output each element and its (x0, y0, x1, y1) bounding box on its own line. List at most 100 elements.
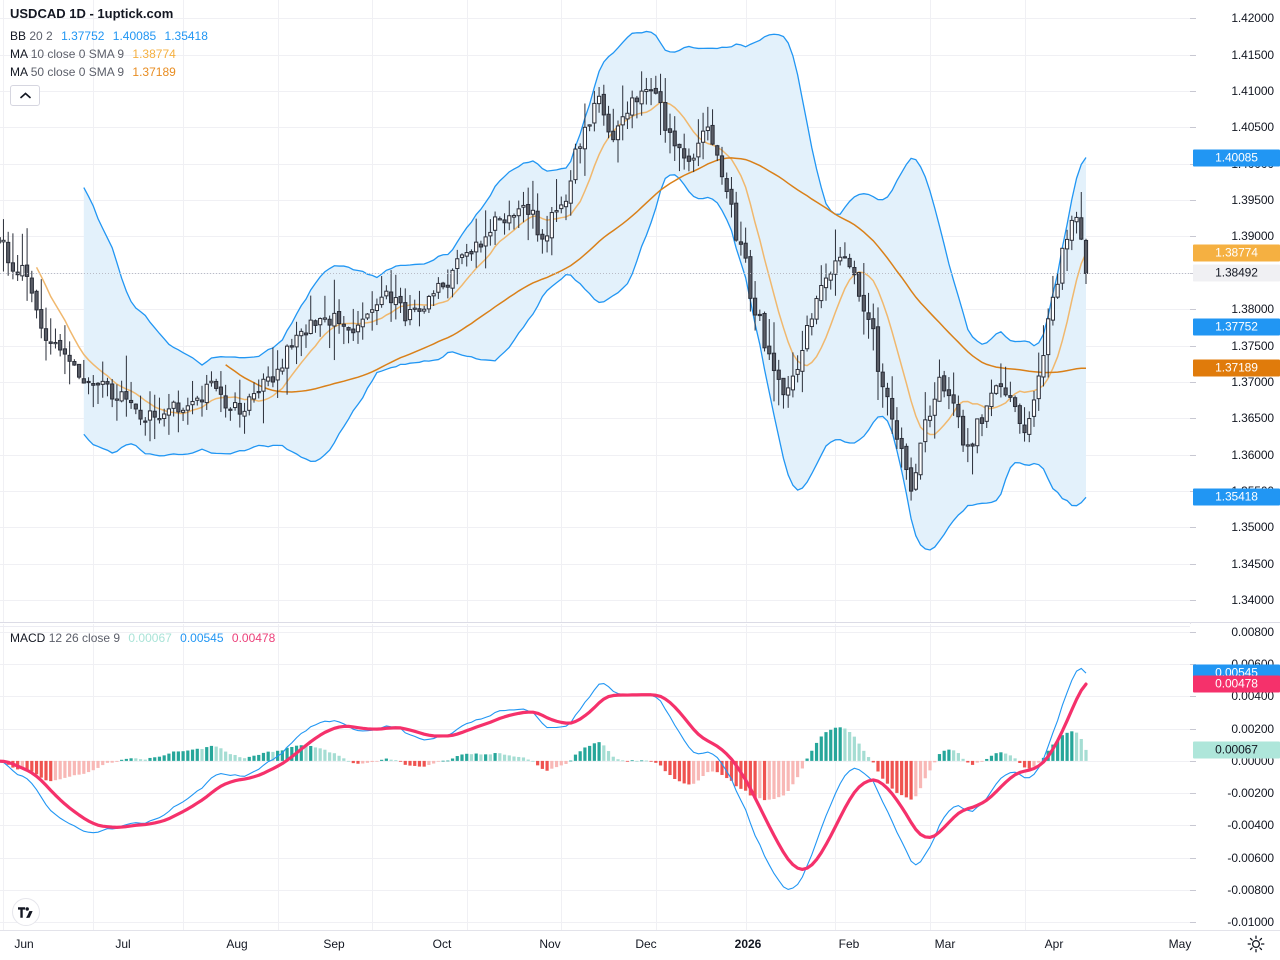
ma50-params: 50 close 0 SMA 9 (30, 65, 125, 79)
price-chart-svg (0, 0, 1190, 622)
time-axis-label: Jun (14, 937, 34, 951)
axis-tick-mark (1190, 55, 1196, 56)
ma10-label: MA (10, 47, 28, 61)
axis-tick-mark (1190, 455, 1196, 456)
macd-chart-svg (0, 624, 1190, 930)
axis-tick-mark (1190, 664, 1196, 665)
axis-tick-label: 1.36000 (1231, 447, 1274, 462)
ma50-value: 1.37189 (132, 65, 176, 79)
axis-price-badge[interactable]: 1.37189 (1193, 359, 1280, 377)
axis-tick-mark (1190, 200, 1196, 201)
axis-tick-mark (1190, 858, 1196, 859)
legend-macd[interactable]: MACD 12 26 close 9 0.00067 0.00545 0.004… (10, 630, 275, 647)
axis-tick-mark (1190, 564, 1196, 565)
ma10-params: 10 close 0 SMA 9 (30, 47, 125, 61)
axis-tick-mark (1190, 890, 1196, 891)
axis-tick-mark (1190, 309, 1196, 310)
tradingview-logo-icon (17, 906, 33, 918)
axis-price-badge[interactable]: 1.38774 (1193, 244, 1280, 262)
bb-label: BB (10, 29, 27, 43)
macd-value-histogram: 0.00067 (128, 631, 172, 645)
axis-tick-mark (1190, 922, 1196, 923)
axis-tick-label: 1.40500 (1231, 120, 1274, 135)
time-axis-label: Nov (539, 937, 561, 951)
axis-tick-mark (1190, 729, 1196, 730)
time-axis-label: Oct (432, 937, 452, 951)
axis-tick-mark (1190, 418, 1196, 419)
axis-price-badge[interactable]: 1.35418 (1193, 488, 1280, 506)
time-axis-separator (0, 930, 1280, 931)
price-chart-pane[interactable] (0, 0, 1190, 622)
axis-tick-mark (1190, 127, 1196, 128)
time-axis-label: May (1168, 937, 1192, 951)
axis-tick-label: 1.39000 (1231, 229, 1274, 244)
axis-tick-label: 1.34000 (1231, 593, 1274, 608)
time-axis-label: Jul (115, 937, 131, 951)
macd-legend: MACD 12 26 close 9 0.00067 0.00545 0.004… (10, 630, 275, 648)
axis-tick-mark (1190, 346, 1196, 347)
macd-label: MACD (10, 631, 46, 645)
axis-tick-mark (1190, 632, 1196, 633)
bb-value-lower: 1.35418 (164, 29, 208, 43)
bb-params: 20 2 (29, 29, 53, 43)
ma50-label: MA (10, 65, 28, 79)
axis-tick-label: 0.00200 (1231, 721, 1274, 736)
axis-tick-label: -0.01000 (1227, 914, 1274, 929)
axis-price-badge[interactable]: 1.40085 (1193, 149, 1280, 166)
axis-tick-mark (1190, 761, 1196, 762)
axis-tick-label: -0.00200 (1227, 786, 1274, 801)
macd-chart-pane[interactable] (0, 624, 1190, 930)
time-axis-label: Feb (838, 937, 860, 951)
axis-tick-mark (1190, 825, 1196, 826)
axis-tick-label: 1.41000 (1231, 83, 1274, 98)
time-axis[interactable]: Jun Jul Aug Sep Oct Nov Dec 2026 Feb Mar Apr May (0, 931, 1280, 960)
axis-tick-label: 1.36500 (1231, 411, 1274, 426)
axis-tick-mark (1190, 18, 1196, 19)
axis-tick-label: -0.00600 (1227, 850, 1274, 865)
axis-tick-mark (1190, 696, 1196, 697)
axis-tick-mark (1190, 236, 1196, 237)
axis-tick-label: 1.42000 (1231, 11, 1274, 26)
axis-tick-mark (1190, 793, 1196, 794)
axis-tick-label: -0.00400 (1227, 818, 1274, 833)
axis-tick-label: -0.00800 (1227, 882, 1274, 897)
axis-price-badge[interactable]: 0.00067 (1193, 741, 1280, 759)
legend-ma-50[interactable]: MA 50 close 0 SMA 9 1.37189 (10, 64, 208, 81)
symbol-title[interactable]: USDCAD 1D - 1uptick.com (10, 6, 174, 21)
legend-collapse-button[interactable] (10, 85, 40, 106)
axis-tick-label: 0.00400 (1231, 689, 1274, 704)
time-axis-label: Mar (934, 937, 956, 951)
bb-value-upper: 1.40085 (112, 29, 157, 43)
axis-tick-mark (1190, 600, 1196, 601)
price-axis[interactable]: 1.420001.415001.410001.405001.400001.395… (1190, 0, 1280, 622)
axis-tick-label: 1.37500 (1231, 338, 1274, 353)
axis-tick-label: 0.00800 (1231, 625, 1274, 640)
axis-tick-label: 1.35000 (1231, 520, 1274, 535)
axis-price-badge[interactable]: 0.00478 (1193, 675, 1280, 693)
macd-axis[interactable]: 0.008000.006000.004000.002000.00000-0.00… (1190, 624, 1280, 930)
legend-ma-10[interactable]: MA 10 close 0 SMA 9 1.38774 (10, 46, 208, 63)
axis-tick-mark (1190, 527, 1196, 528)
pane-divider[interactable] (0, 622, 1280, 623)
axis-price-badge[interactable]: 1.38492 (1193, 264, 1280, 282)
axis-tick-label: 1.39500 (1231, 193, 1274, 208)
gear-icon (1247, 935, 1265, 953)
legend-bollinger-bands[interactable]: BB 20 2 1.37752 1.40085 1.35418 (10, 28, 208, 45)
pane-divider-shadow (0, 626, 1280, 627)
price-legend: USDCAD 1D - 1uptick.com BB 20 2 1.37752 … (10, 6, 208, 106)
tradingview-logo[interactable] (12, 898, 40, 926)
time-axis-label: Sep (323, 937, 345, 951)
time-axis-label: 2026 (734, 937, 762, 951)
axis-tick-label: 1.38000 (1231, 302, 1274, 317)
chart-settings-button[interactable] (1246, 934, 1266, 954)
chevron-up-icon (19, 92, 31, 99)
time-axis-label: Dec (635, 937, 657, 951)
axis-tick-label: 1.41500 (1231, 47, 1274, 62)
axis-price-badge[interactable]: 1.37752 (1193, 318, 1280, 336)
axis-tick-label: 1.34500 (1231, 556, 1274, 571)
axis-tick-mark (1190, 382, 1196, 383)
ma10-value: 1.38774 (132, 47, 176, 61)
macd-value-signal: 0.00478 (231, 631, 276, 645)
axis-tick-mark (1190, 91, 1196, 92)
time-axis-label: Aug (226, 937, 248, 951)
